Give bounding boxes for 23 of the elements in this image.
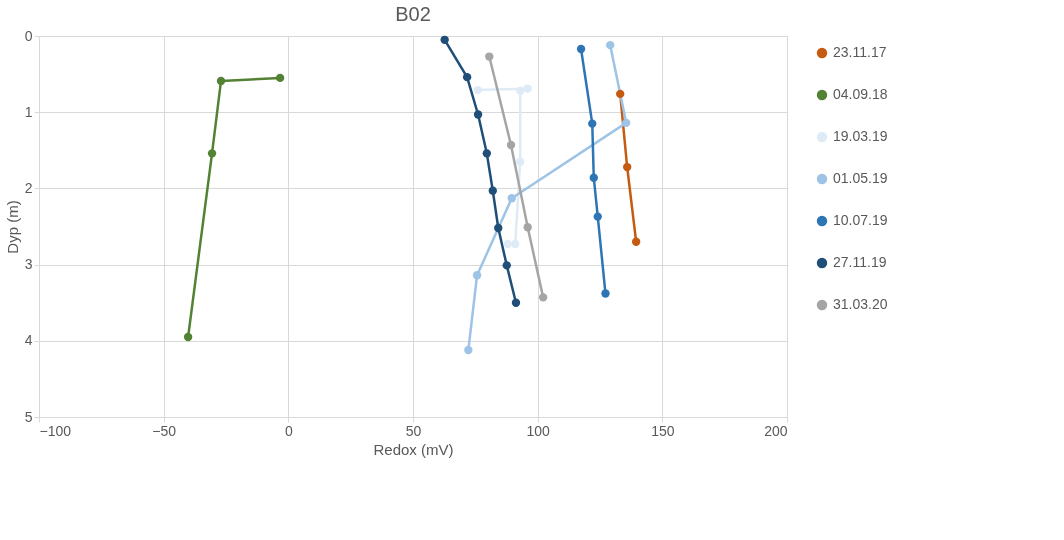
legend-label: 04.09.18 [833, 86, 888, 102]
x-tick-label: −100 [39, 422, 72, 439]
x-tick-label: 0 [284, 422, 293, 439]
y-tick-label: 4 [24, 332, 33, 349]
y-tick-label: 2 [24, 179, 33, 196]
x-axis-title: Redox (mV) [373, 440, 454, 458]
y-tick-label: 5 [24, 408, 33, 425]
y-tick-label: 3 [24, 256, 33, 273]
x-tick-label: 100 [526, 422, 551, 439]
legend-label: 27.11.19 [833, 254, 887, 270]
y-axis-title: Dyp (m) [3, 200, 21, 254]
x-tick-label: 200 [764, 422, 788, 439]
x-tick-label: −50 [152, 422, 177, 439]
x-tick-label: 50 [405, 422, 422, 439]
legend-label: 19.03.19 [833, 128, 888, 144]
legend-label: 23.11.17 [833, 44, 887, 60]
chart-title: B02 [395, 3, 431, 25]
legend-label: 01.05.19 [833, 170, 888, 186]
y-tick-label: 0 [24, 27, 33, 44]
legend-label: 31.03.20 [833, 296, 888, 312]
x-tick-label: 150 [651, 422, 675, 439]
y-tick-label: 1 [24, 103, 33, 120]
legend-label: 10.07.19 [833, 212, 888, 228]
